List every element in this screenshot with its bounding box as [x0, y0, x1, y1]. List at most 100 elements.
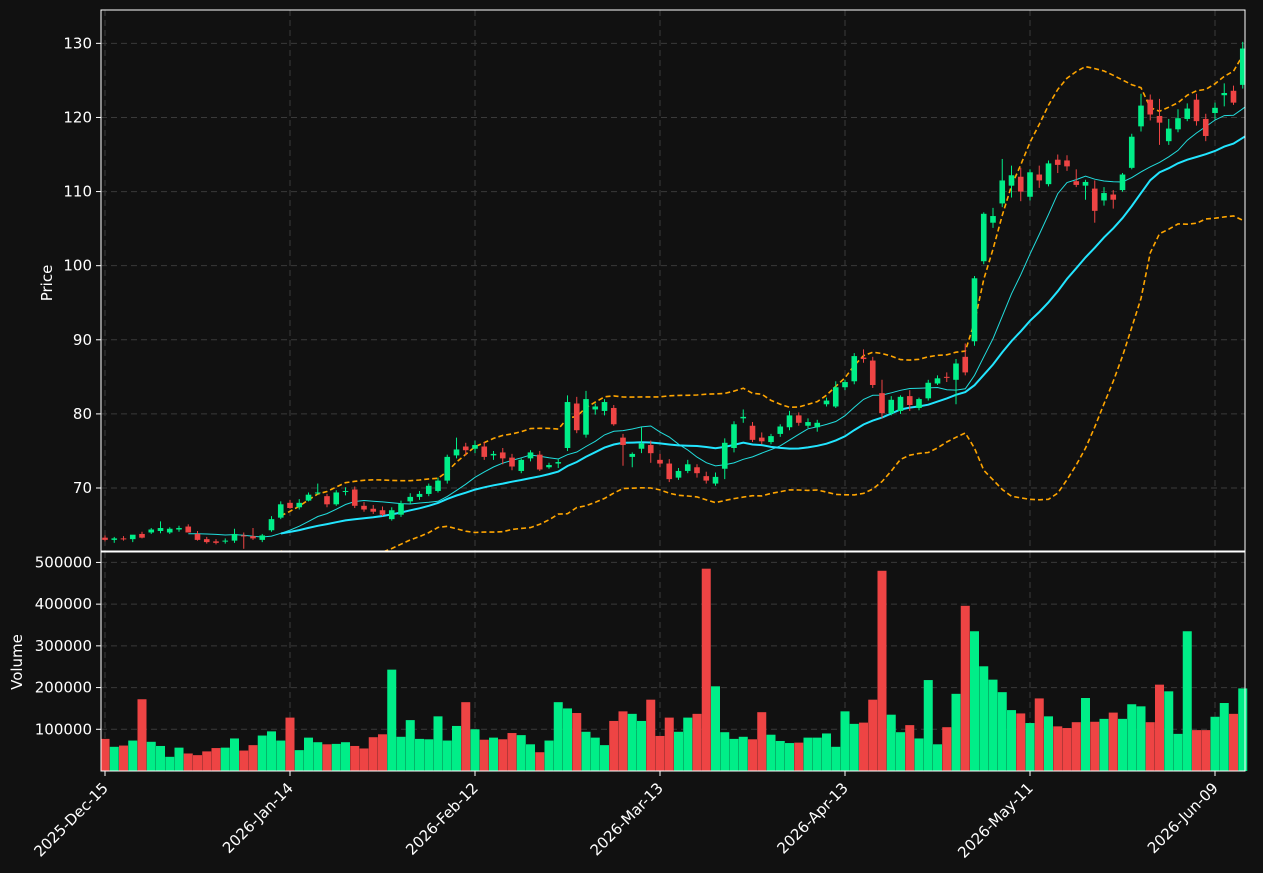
- volume-bar: [378, 734, 387, 771]
- volume-tick-label: 300000: [35, 637, 92, 655]
- candle-body: [1091, 188, 1098, 211]
- volume-bar: [757, 712, 767, 771]
- candle-body: [148, 529, 155, 533]
- volume-bar: [923, 680, 933, 771]
- volume-bar: [544, 740, 554, 771]
- candle-body: [851, 356, 858, 382]
- candle-body: [601, 402, 608, 411]
- candle-body: [1193, 99, 1200, 122]
- volume-bar: [572, 713, 582, 771]
- bollinger-bands: [280, 50, 1245, 551]
- volume-bar: [729, 738, 739, 771]
- candle-body: [518, 459, 525, 471]
- candle-body: [897, 396, 904, 411]
- candle-body: [1221, 93, 1228, 96]
- volume-bar: [368, 737, 378, 771]
- candle-body: [1147, 99, 1154, 115]
- volume-bar: [711, 686, 720, 771]
- volume-bar: [405, 720, 415, 771]
- volume-bar: [1108, 712, 1118, 771]
- volume-bar: [849, 723, 859, 771]
- volume-bar: [1007, 710, 1016, 771]
- volume-bar: [905, 725, 915, 771]
- candle-body: [1110, 194, 1117, 200]
- candle-body: [953, 363, 959, 380]
- candle-body: [879, 393, 885, 414]
- volume-bar: [1155, 684, 1164, 771]
- volume-bar: [1127, 704, 1137, 771]
- candle-body: [888, 399, 895, 414]
- candle-body: [934, 378, 941, 384]
- candle-body: [814, 422, 821, 428]
- volume-bar: [1118, 718, 1127, 771]
- volume-bar: [1192, 730, 1201, 771]
- candle-body: [342, 490, 349, 492]
- volume-bar: [1201, 730, 1211, 771]
- candle-body: [435, 480, 441, 491]
- candle-body: [120, 538, 127, 540]
- price-tick-label: 100: [63, 257, 92, 275]
- candle-body: [980, 213, 987, 262]
- candle-body: [222, 540, 229, 542]
- volume-bar: [526, 744, 535, 771]
- candle-body: [1239, 48, 1245, 85]
- volume-bar: [896, 732, 905, 771]
- candle-body: [805, 422, 811, 426]
- volume-bar: [803, 737, 813, 771]
- volume-bar: [100, 738, 110, 771]
- volume-bar: [701, 568, 711, 771]
- volume-bar: [1173, 733, 1183, 771]
- volume-bar: [609, 720, 619, 771]
- volume-bar: [109, 746, 119, 771]
- candle-body: [1156, 115, 1163, 123]
- volume-bar: [600, 745, 609, 771]
- volume-tick-label: 200000: [35, 679, 92, 697]
- price-tick-label: 120: [63, 108, 92, 126]
- candle-body: [499, 452, 506, 459]
- volume-bar: [877, 570, 887, 771]
- candle-body: [102, 537, 108, 540]
- volume-bar: [276, 740, 286, 771]
- candle-body: [906, 396, 913, 406]
- price-tick-label: 110: [63, 183, 92, 201]
- volume-bar: [951, 693, 961, 771]
- candle-body: [370, 508, 377, 512]
- volume-panel-frame: [100, 551, 1246, 772]
- candle-body: [832, 387, 839, 407]
- volume-bar: [868, 699, 878, 771]
- volume-bar: [415, 738, 424, 771]
- candle-body: [1082, 181, 1089, 186]
- candle-body: [240, 535, 247, 537]
- volume-bar: [433, 716, 443, 771]
- candle-body: [943, 376, 950, 378]
- volume-bar: [970, 631, 979, 771]
- volume-bar: [359, 748, 369, 771]
- candle-body: [786, 415, 793, 428]
- ma-short-line: [188, 106, 1245, 538]
- volume-axis-ticks: 100000 200000 300000 400000 500000: [35, 553, 101, 738]
- volume-bar: [285, 717, 295, 771]
- volume-bar: [119, 745, 128, 771]
- candle-body: [749, 425, 756, 440]
- bollinger-lower-line: [280, 215, 1245, 551]
- volume-bar: [720, 732, 730, 771]
- volume-bar: [748, 739, 757, 771]
- candle-body: [379, 510, 386, 515]
- candle-body: [731, 424, 737, 448]
- volume-bar: [479, 739, 489, 771]
- candle-body: [675, 470, 682, 478]
- volume-tick-label: 500000: [35, 553, 92, 571]
- volume-bar: [785, 743, 794, 771]
- volume-bar: [183, 753, 193, 771]
- candle-body: [111, 538, 118, 540]
- volume-bar: [535, 752, 545, 771]
- candle-body: [490, 453, 497, 456]
- volume-bar: [1044, 716, 1053, 771]
- candle-body: [712, 476, 719, 484]
- volume-bar: [156, 745, 165, 771]
- volume-bar: [350, 745, 360, 771]
- volume-bar: [248, 745, 258, 771]
- candle-body: [1128, 136, 1135, 168]
- price-tick-label: 70: [73, 479, 92, 497]
